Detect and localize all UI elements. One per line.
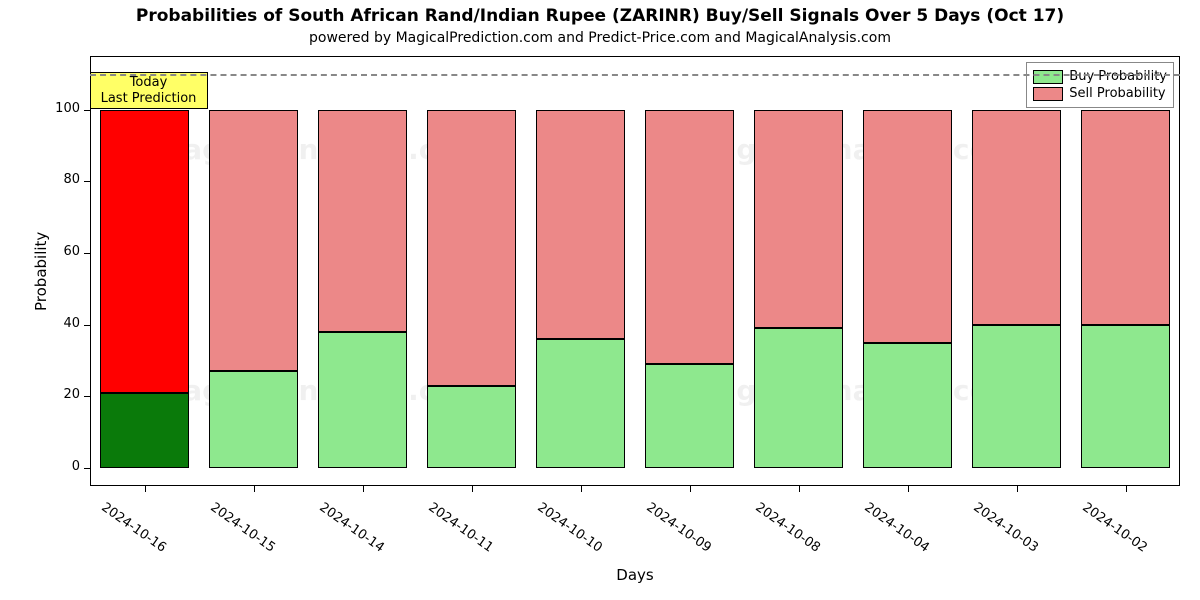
- bar-sell: [427, 110, 516, 386]
- chart-title: Probabilities of South African Rand/Indi…: [0, 6, 1200, 26]
- xtick-mark: [908, 486, 909, 492]
- ytick-mark: [84, 253, 90, 254]
- annotation-line2: Last Prediction: [97, 91, 201, 107]
- legend-label-buy: Buy Probability: [1069, 69, 1167, 84]
- bar-sell: [1081, 110, 1170, 325]
- xtick-mark: [363, 486, 364, 492]
- ytick-label: 40: [45, 316, 80, 331]
- xtick-mark: [690, 486, 691, 492]
- ytick-mark: [84, 110, 90, 111]
- xtick-label: 2024-10-08: [752, 500, 823, 556]
- bar-buy: [645, 364, 734, 468]
- legend: Buy Probability Sell Probability: [1026, 62, 1174, 108]
- annotation-line1: Today: [97, 75, 201, 91]
- bar-sell: [863, 110, 952, 343]
- bar-buy: [427, 386, 516, 468]
- xtick-mark: [1126, 486, 1127, 492]
- ytick-label: 80: [45, 172, 80, 187]
- xtick-mark: [472, 486, 473, 492]
- xtick-mark: [581, 486, 582, 492]
- ytick-label: 100: [45, 101, 80, 116]
- xtick-label: 2024-10-11: [425, 500, 496, 556]
- ytick-mark: [84, 325, 90, 326]
- x-axis-label: Days: [605, 566, 665, 584]
- xtick-label: 2024-10-04: [861, 500, 932, 556]
- bar-buy: [100, 393, 189, 468]
- bar-sell: [972, 110, 1061, 325]
- bar-buy: [318, 332, 407, 468]
- ytick-label: 20: [45, 387, 80, 402]
- xtick-label: 2024-10-15: [207, 500, 278, 556]
- bar-buy: [209, 371, 298, 468]
- xtick-label: 2024-10-02: [1079, 500, 1150, 556]
- xtick-mark: [145, 486, 146, 492]
- bar-sell: [209, 110, 298, 372]
- bar-sell: [536, 110, 625, 339]
- bar-buy: [1081, 325, 1170, 468]
- xtick-label: 2024-10-16: [98, 500, 169, 556]
- bar-buy: [863, 343, 952, 468]
- bar-sell: [100, 110, 189, 393]
- ytick-mark: [84, 181, 90, 182]
- legend-row-sell: Sell Probability: [1033, 86, 1167, 101]
- ytick-mark: [84, 396, 90, 397]
- xtick-label: 2024-10-03: [970, 500, 1041, 556]
- xtick-label: 2024-10-09: [643, 500, 714, 556]
- bar-sell: [645, 110, 734, 364]
- legend-swatch-buy: [1033, 70, 1063, 84]
- gridline: [90, 74, 1180, 76]
- ytick-label: 0: [45, 459, 80, 474]
- ytick-label: 60: [45, 244, 80, 259]
- chart-subtitle: powered by MagicalPrediction.com and Pre…: [0, 30, 1200, 46]
- bar-buy: [754, 328, 843, 468]
- bar-buy: [972, 325, 1061, 468]
- xtick-mark: [254, 486, 255, 492]
- bar-sell: [318, 110, 407, 332]
- xtick-mark: [1017, 486, 1018, 492]
- bar-sell: [754, 110, 843, 329]
- xtick-mark: [799, 486, 800, 492]
- today-annotation: Today Last Prediction: [90, 72, 208, 109]
- legend-swatch-sell: [1033, 87, 1063, 101]
- xtick-label: 2024-10-10: [534, 500, 605, 556]
- xtick-label: 2024-10-14: [316, 500, 387, 556]
- legend-label-sell: Sell Probability: [1069, 86, 1165, 101]
- ytick-mark: [84, 468, 90, 469]
- chart-container: Probabilities of South African Rand/Indi…: [0, 0, 1200, 600]
- legend-row-buy: Buy Probability: [1033, 69, 1167, 84]
- bar-buy: [536, 339, 625, 468]
